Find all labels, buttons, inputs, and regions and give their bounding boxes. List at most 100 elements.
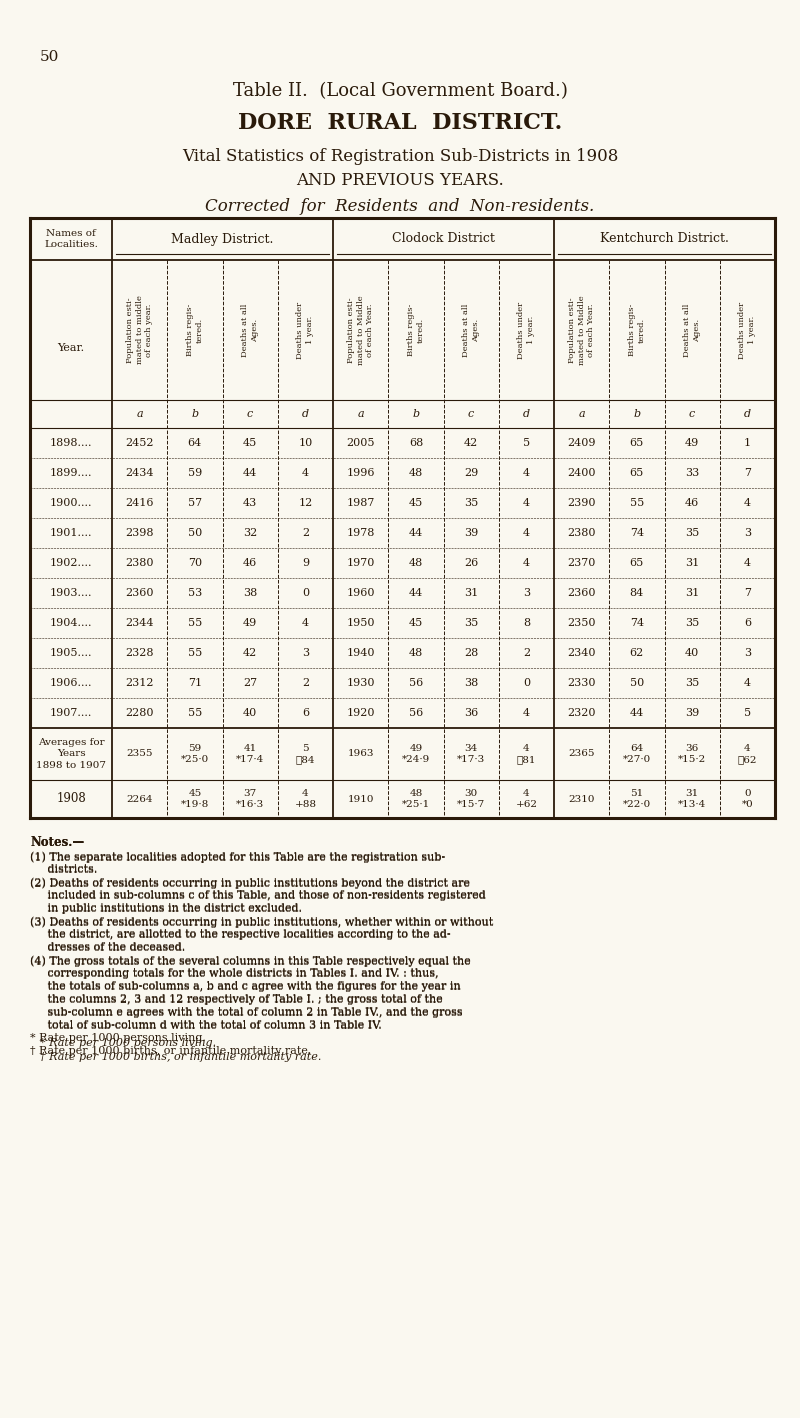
Text: Births regis-
tered.: Births regis- tered.: [407, 303, 425, 356]
Text: DORE  RURAL  DISTRICT.: DORE RURAL DISTRICT.: [238, 112, 562, 133]
Text: d: d: [523, 408, 530, 418]
Text: 3: 3: [302, 648, 309, 658]
Text: Deaths under
1 year.: Deaths under 1 year.: [518, 302, 535, 359]
Text: 44: 44: [243, 468, 258, 478]
Text: 44: 44: [409, 588, 423, 598]
Text: c: c: [468, 408, 474, 418]
Text: AND PREVIOUS YEARS.: AND PREVIOUS YEARS.: [296, 172, 504, 189]
Text: 9: 9: [302, 559, 309, 569]
Text: 1902....: 1902....: [50, 559, 92, 569]
Text: 2320: 2320: [567, 708, 596, 718]
Text: 2409: 2409: [567, 438, 596, 448]
Text: b: b: [412, 408, 419, 418]
Text: 59: 59: [188, 468, 202, 478]
Text: c: c: [247, 408, 254, 418]
Text: 45: 45: [409, 498, 423, 508]
Text: corresponding totals for the whole districts in Tables I. and IV. : thus,: corresponding totals for the whole distr…: [30, 968, 438, 978]
Text: 2264: 2264: [126, 794, 153, 804]
Text: Notes.—: Notes.—: [30, 837, 84, 849]
Text: 45
*19·8: 45 *19·8: [181, 790, 209, 808]
Text: 62: 62: [630, 648, 644, 658]
Text: 2400: 2400: [567, 468, 596, 478]
Text: Notes.—: Notes.—: [30, 837, 84, 849]
Text: 70: 70: [188, 559, 202, 569]
Text: 56: 56: [409, 708, 423, 718]
Text: 1960: 1960: [346, 588, 375, 598]
Text: b: b: [191, 408, 198, 418]
Text: 1920: 1920: [346, 708, 375, 718]
Text: 1: 1: [744, 438, 751, 448]
Text: 2328: 2328: [126, 648, 154, 658]
Text: Population esti-
mated to Middle
of each Year.: Population esti- mated to Middle of each…: [568, 295, 595, 364]
Text: 2360: 2360: [567, 588, 596, 598]
Text: 4: 4: [523, 527, 530, 537]
Text: 1940: 1940: [346, 648, 375, 658]
Text: 28: 28: [464, 648, 478, 658]
Text: Deaths under
1 year.: Deaths under 1 year.: [297, 302, 314, 359]
Text: 84: 84: [630, 588, 644, 598]
Text: 39: 39: [685, 708, 699, 718]
Text: 2350: 2350: [567, 618, 596, 628]
Text: 2416: 2416: [126, 498, 154, 508]
Text: total of sub-column d with the total of column 3 in Table IV.: total of sub-column d with the total of …: [30, 1021, 382, 1031]
Text: 48: 48: [409, 648, 423, 658]
Text: dresses of the deceased.: dresses of the deceased.: [30, 942, 186, 951]
Text: sub-column e agrees with the total of column 2 in Table IV., and the gross: sub-column e agrees with the total of co…: [30, 1008, 462, 1018]
Text: 64: 64: [188, 438, 202, 448]
Text: c: c: [689, 408, 695, 418]
Text: 6: 6: [744, 618, 751, 628]
Text: 8: 8: [523, 618, 530, 628]
Text: a: a: [578, 408, 585, 418]
Text: 4: 4: [523, 498, 530, 508]
Text: Population esti-
mated to middle
of each year.: Population esti- mated to middle of each…: [126, 295, 154, 364]
Text: 2330: 2330: [567, 678, 596, 688]
Text: Deaths at all
Ages.: Deaths at all Ages.: [242, 303, 259, 357]
Text: b: b: [634, 408, 641, 418]
Text: 55: 55: [188, 708, 202, 718]
Text: 31: 31: [464, 588, 478, 598]
Text: included in sub-columns c of this Table, and those of non-residents registered: included in sub-columns c of this Table,…: [30, 891, 486, 900]
Text: 3: 3: [744, 648, 751, 658]
Text: Deaths at all
Ages.: Deaths at all Ages.: [683, 303, 701, 357]
Text: Madley District.: Madley District.: [171, 233, 274, 245]
Text: 4: 4: [744, 498, 751, 508]
Text: a: a: [358, 408, 364, 418]
Text: 2: 2: [523, 648, 530, 658]
Text: Vital Statistics of Registration Sub-Districts in 1908: Vital Statistics of Registration Sub-Dis…: [182, 147, 618, 164]
Text: (3) Deaths of residents occurring in public institutions, whether within or with: (3) Deaths of residents occurring in pub…: [30, 916, 494, 926]
Text: 1996: 1996: [346, 468, 375, 478]
Text: in public institutions in the district excluded.: in public institutions in the district e…: [30, 905, 302, 915]
Text: 1901....: 1901....: [50, 527, 92, 537]
Text: 1950: 1950: [346, 618, 375, 628]
Text: 35: 35: [685, 527, 699, 537]
Text: 4: 4: [302, 468, 309, 478]
Text: 51
*22·0: 51 *22·0: [622, 790, 651, 808]
Text: 31: 31: [685, 588, 699, 598]
Text: * Rate per 1000 persons living.: * Rate per 1000 persons living.: [40, 1038, 216, 1048]
Text: (3) Deaths of residents occurring in public institutions, whether within or with: (3) Deaths of residents occurring in pub…: [30, 917, 494, 927]
Text: 2340: 2340: [567, 648, 596, 658]
Text: 40: 40: [243, 708, 258, 718]
Text: (1) The separate localities adopted for this Table are the registration sub-: (1) The separate localities adopted for …: [30, 851, 446, 862]
Text: a: a: [136, 408, 143, 418]
Text: 2355: 2355: [126, 750, 153, 759]
Text: 2360: 2360: [126, 588, 154, 598]
Text: Deaths under
1 year.: Deaths under 1 year.: [738, 302, 756, 359]
Text: (1) The separate localities adopted for this Table are the registration sub-: (1) The separate localities adopted for …: [30, 852, 446, 862]
Text: 4: 4: [523, 708, 530, 718]
Text: 1906....: 1906....: [50, 678, 92, 688]
Text: Names of
Localities.: Names of Localities.: [44, 228, 98, 250]
Text: 49: 49: [685, 438, 699, 448]
Text: 0: 0: [302, 588, 309, 598]
Text: 40: 40: [685, 648, 699, 658]
Text: 1903....: 1903....: [50, 588, 92, 598]
Text: 5: 5: [523, 438, 530, 448]
Text: 46: 46: [243, 559, 258, 569]
Text: (2) Deaths of residents occurring in public institutions beyond the district are: (2) Deaths of residents occurring in pub…: [30, 878, 470, 889]
Text: 31: 31: [685, 559, 699, 569]
Text: 1904....: 1904....: [50, 618, 92, 628]
Text: 65: 65: [630, 468, 644, 478]
Text: 26: 26: [464, 559, 478, 569]
Text: 57: 57: [188, 498, 202, 508]
Text: † Rate per 1000 births, or infantile mortality rate.: † Rate per 1000 births, or infantile mor…: [40, 1052, 322, 1062]
